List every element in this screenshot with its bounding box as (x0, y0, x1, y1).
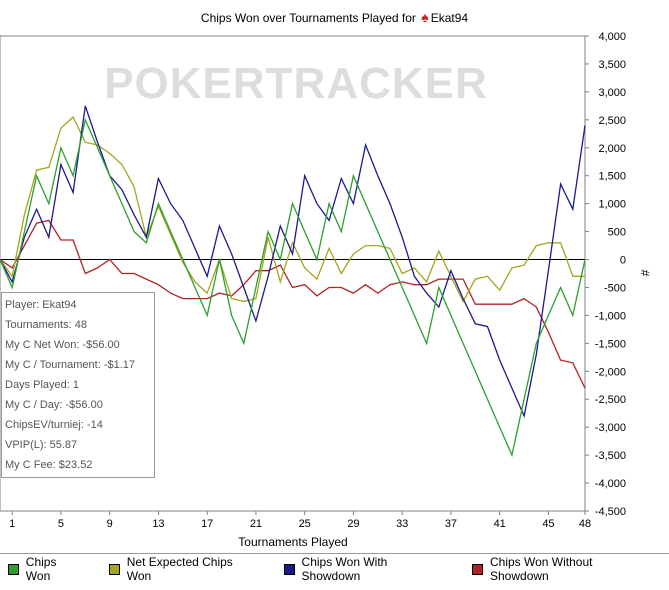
y-axis-label: # (638, 270, 652, 277)
x-tick-label: 1 (9, 518, 15, 530)
x-tick-label: 48 (579, 518, 591, 530)
y-tick-label: -1,000 (595, 310, 626, 322)
x-tick-label: 33 (396, 518, 408, 530)
line-chart: POKERTRACKER 4,000 3,500 3,000 2,500 2,000 1,… (0, 31, 652, 549)
legend-item[interactable]: Net Expected Chips Won (108, 555, 258, 583)
y-tick-label: -1,500 (595, 338, 626, 350)
y-tick-label: -4,000 (595, 478, 626, 490)
chart-title-text: Chips Won over Tournaments Played for (200, 11, 416, 25)
y-tick-label: 1,000 (598, 199, 626, 211)
y-tick-label: 4,000 (598, 31, 626, 43)
stat-line: Player: Ekat94 (5, 299, 77, 311)
x-tick-label: 21 (250, 518, 262, 530)
stat-line: Tournaments: 48 (5, 319, 87, 331)
player-name: Ekat94 (430, 11, 469, 25)
legend-swatch (472, 563, 483, 575)
plot-area (0, 35, 586, 512)
watermark: POKERTRACKER (104, 59, 488, 108)
stat-line: VPIP(L): 55.87 (5, 439, 78, 451)
series-layer (0, 105, 586, 458)
y-tick-label: -2,500 (595, 394, 626, 406)
x-tick-label: 41 (494, 518, 506, 530)
x-tick-label: 9 (107, 518, 113, 530)
series-line-chips-won-without-showdown (0, 219, 586, 389)
y-tick-label: -4,500 (595, 506, 626, 518)
x-tick-label: 13 (152, 518, 164, 530)
legend-item[interactable]: Chips Won (8, 555, 83, 583)
legend-swatch (108, 563, 120, 575)
legend-label: Chips Won Without Showdown (490, 555, 593, 583)
stat-line: My C Fee: $23.52 (5, 459, 93, 471)
legend-item[interactable]: Chips Won Without Showdown (472, 555, 651, 583)
y-tick-label: 500 (608, 227, 626, 239)
x-tick-label: 25 (299, 518, 311, 530)
x-tick-label: 29 (347, 518, 359, 530)
legend-label: Net Expected Chips Won (126, 555, 233, 583)
y-tick-label: 3,500 (598, 59, 626, 71)
series-line-chips-won (0, 117, 586, 458)
player-stats-box: Player: Ekat94 Tournaments: 48 My C Net Wo… (1, 292, 155, 478)
stat-line: My C / Day: -$56.00 (5, 399, 103, 411)
y-tick-label: -500 (604, 282, 626, 294)
stat-line: Days Played: 1 (5, 379, 79, 391)
y-tick-label: 2,500 (598, 115, 626, 127)
legend-label: Chips Won (25, 555, 57, 583)
y-tick-label: 2,000 (598, 143, 626, 155)
axis-layer: 4,000 3,500 3,000 2,500 2,000 1,500 1,000 500 0 -… (0, 31, 626, 530)
y-tick-label: -2,000 (595, 366, 626, 378)
y-tick-label: -3,500 (595, 450, 626, 462)
y-tick-label: 3,000 (598, 87, 626, 99)
stat-line: My C Net Won: -$56.00 (5, 339, 120, 351)
legend-swatch (283, 563, 295, 575)
legend-label: Chips Won With Showdown (301, 555, 388, 583)
legend-item[interactable]: Chips Won With Showdown (283, 555, 446, 583)
series-line-net-expected-chips-won (0, 115, 585, 303)
x-tick-label: 5 (58, 518, 64, 530)
legend: Chips Won Net Expected Chips Won Chips Won… (0, 553, 669, 584)
x-tick-label: 17 (201, 518, 213, 530)
spade-icon: ♠ (421, 9, 429, 25)
y-tick-label: 1,500 (598, 171, 626, 183)
x-axis-label: Tournaments Played (238, 535, 347, 549)
chart-title: Chips Won over Tournaments Played for ♠ E… (0, 9, 669, 25)
x-tick-label: 45 (542, 518, 554, 530)
y-tick-label: -3,000 (595, 422, 626, 434)
stat-line: ChipsEV/turniej: -14 (5, 419, 103, 431)
x-tick-label: 37 (445, 518, 457, 530)
stat-line: My C / Tournament: -$1.17 (5, 359, 136, 371)
y-tick-label: 0 (620, 255, 626, 267)
series-line-chips-won-with-showdown (0, 105, 586, 419)
legend-swatch (8, 563, 19, 575)
